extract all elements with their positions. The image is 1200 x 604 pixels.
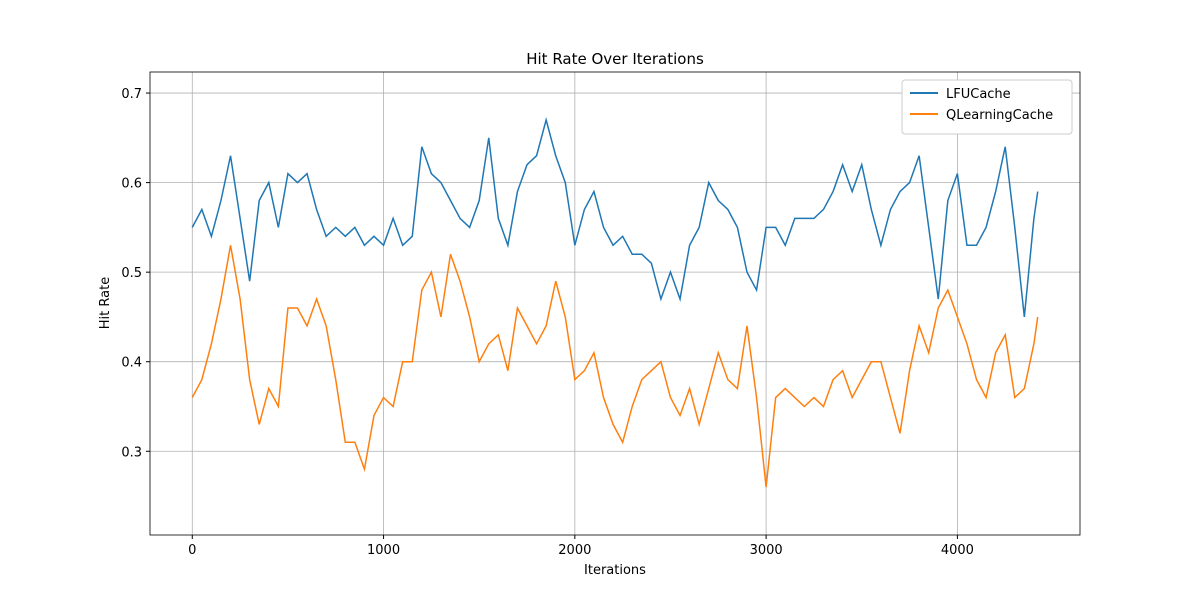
y-tick-label: 0.7 [121, 87, 142, 102]
plot-frame [149, 71, 1081, 536]
x-tick-label: 2000 [558, 543, 591, 558]
legend-label: QLearningCache [946, 108, 1053, 123]
y-tick-label: 0.6 [121, 177, 142, 192]
x-tick-label: 0 [188, 543, 196, 558]
series-line [191, 245, 1039, 488]
y-tick-label: 0.4 [121, 356, 142, 371]
legend-label: LFUCache [946, 87, 1011, 102]
chart-title: Hit Rate Over Iterations [526, 50, 704, 68]
x-axis-label: Iterations [584, 563, 646, 578]
x-tick-label: 1000 [367, 543, 400, 558]
legend-box [901, 79, 1073, 135]
y-tick-label: 0.3 [121, 445, 142, 460]
x-tick-label: 3000 [750, 543, 783, 558]
x-tick-label: 4000 [941, 543, 974, 558]
y-tick-label: 0.5 [121, 266, 142, 281]
y-axis-label: Hit Rate [98, 277, 113, 329]
series-line [191, 117, 1039, 318]
